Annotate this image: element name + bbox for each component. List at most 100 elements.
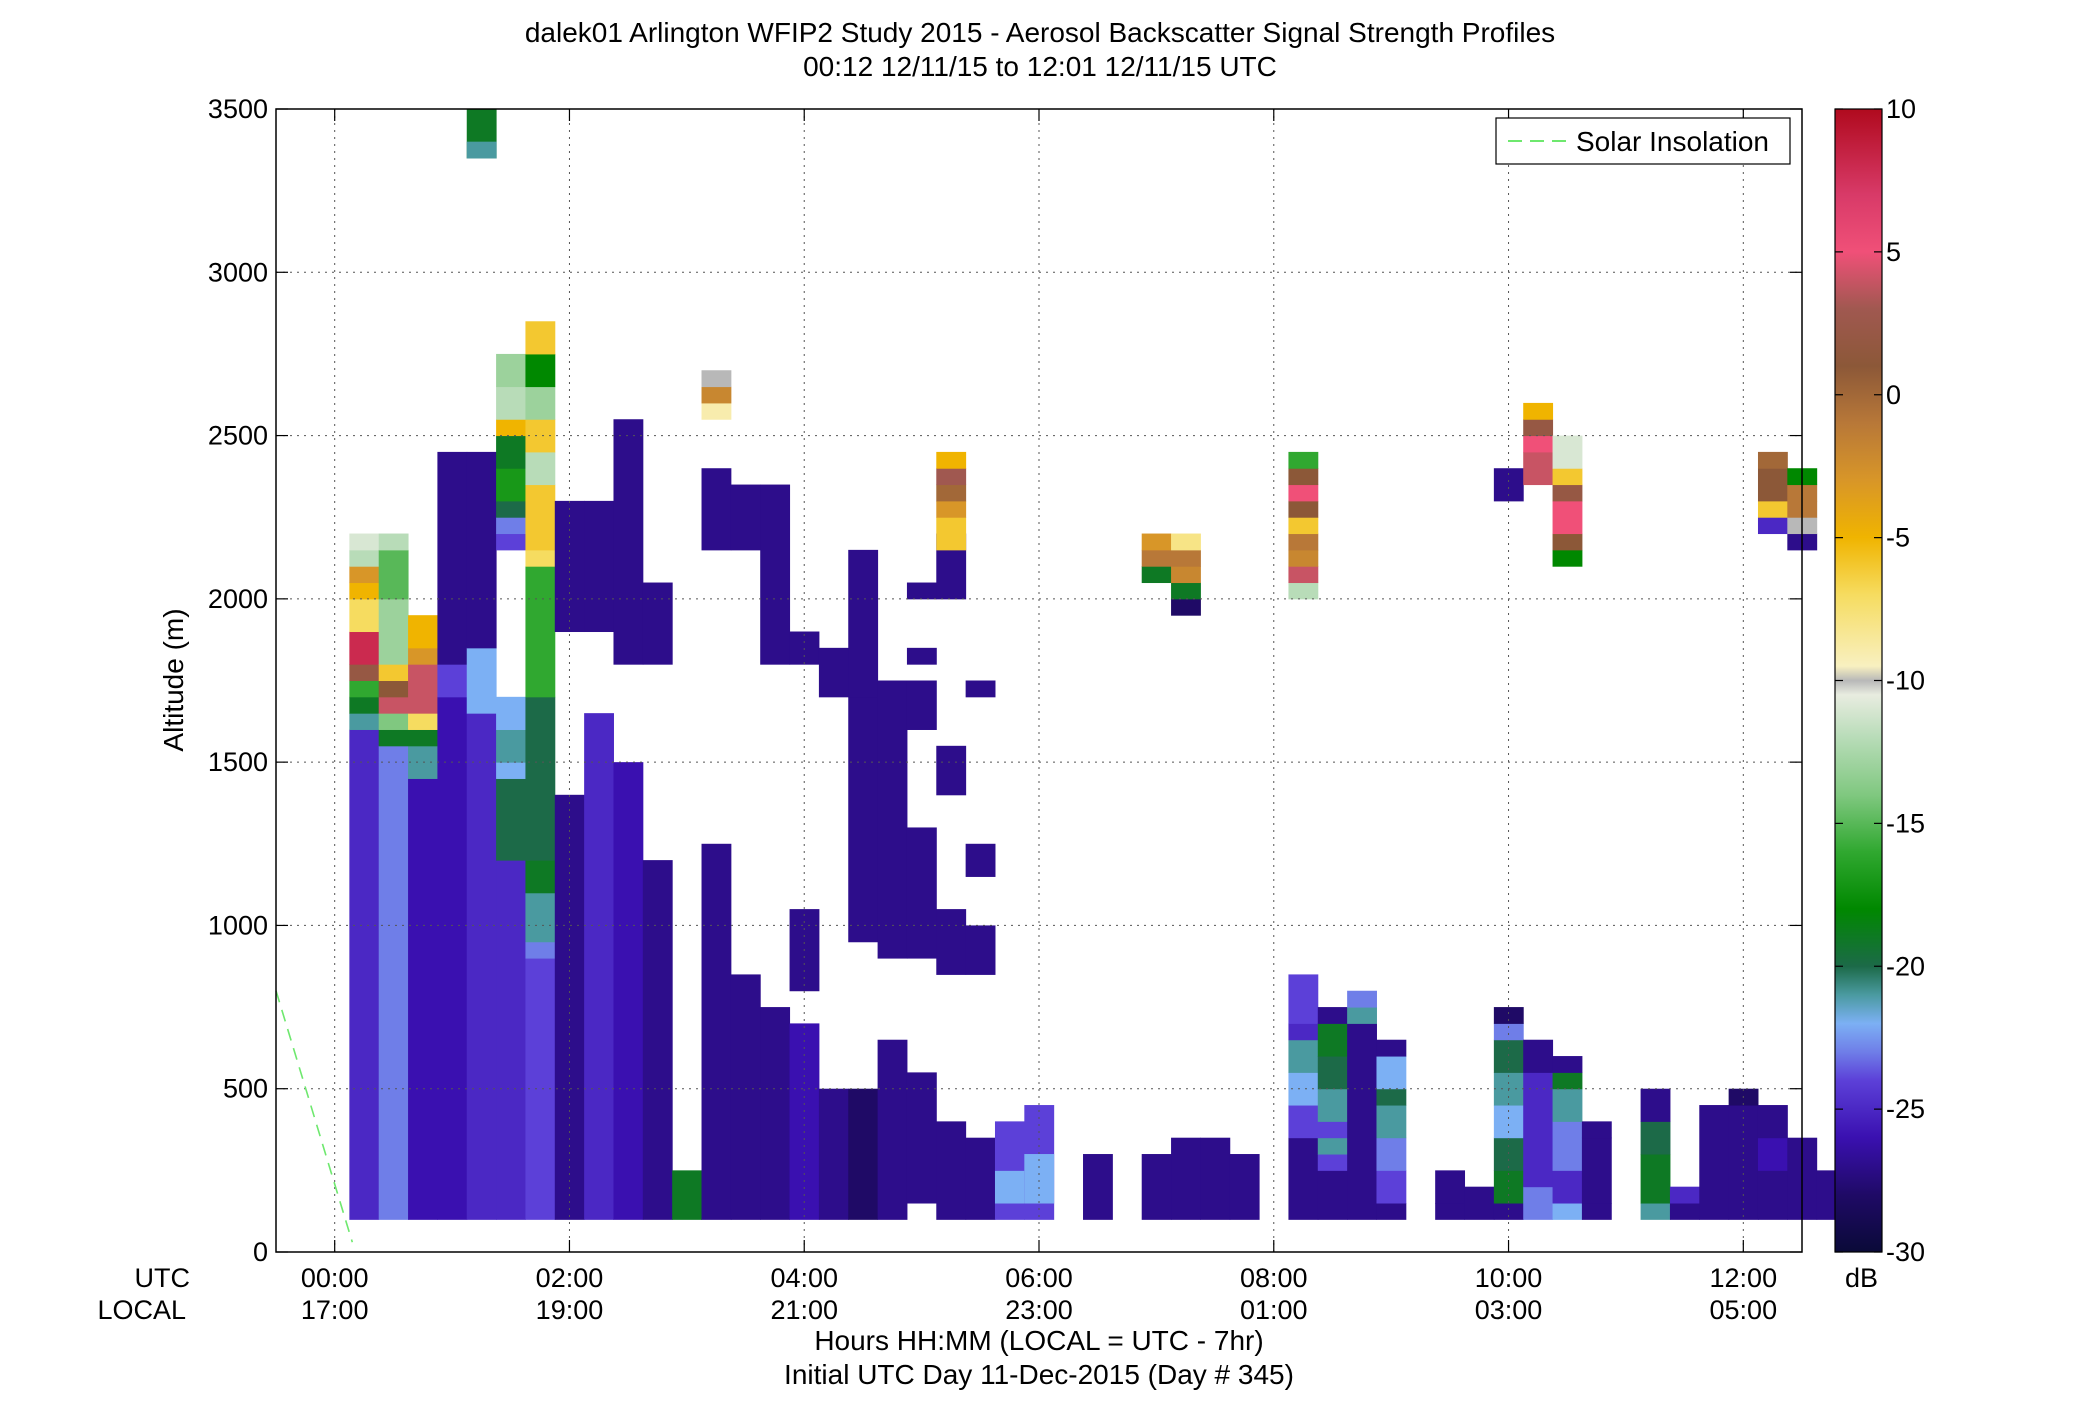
heatmap-cell (1640, 1121, 1671, 1155)
heatmap-cell (965, 1137, 996, 1220)
heatmap-cell (936, 517, 967, 551)
heatmap-cell (496, 353, 526, 388)
heatmap-cell (1757, 1105, 1788, 1139)
heatmap-cell (936, 1121, 967, 1220)
heatmap-cell (1523, 419, 1554, 437)
x-tick-label-utc: 00:00 (301, 1263, 369, 1293)
heatmap-cell (1552, 435, 1583, 469)
heatmap-cell (1493, 1137, 1524, 1171)
x-tick-label-utc: 10:00 (1475, 1263, 1543, 1293)
heatmap-cell (1640, 1154, 1671, 1204)
colorbar-tick-label: 5 (1886, 237, 1901, 267)
heatmap-cell (496, 696, 526, 730)
heatmap-cell (1757, 1137, 1788, 1171)
heatmap-cell (349, 631, 380, 665)
heatmap-cell (1171, 566, 1201, 584)
heatmap-cell (936, 500, 967, 518)
x-row-label-utc: UTC (135, 1263, 191, 1293)
heatmap-cell (1552, 1056, 1583, 1073)
heatmap-cell (1581, 1203, 1612, 1220)
x-row-label-local: LOCAL (97, 1295, 186, 1325)
heatmap-cell (1288, 500, 1319, 518)
heatmap-cell (525, 451, 556, 486)
heatmap-cell (1493, 1007, 1524, 1024)
heatmap-cell (349, 582, 380, 600)
heatmap-cell (466, 451, 497, 649)
heatmap-cell (1464, 1186, 1495, 1220)
heatmap-cell (730, 484, 761, 551)
heatmap-cell (525, 386, 556, 420)
x-tick-label-utc: 08:00 (1240, 1263, 1308, 1293)
heatmap-cell (1523, 451, 1554, 486)
heatmap-cell (994, 1203, 1025, 1220)
heatmap-cell (1552, 1170, 1583, 1204)
heatmap-cell (1581, 1137, 1612, 1204)
heatmap-cell (1024, 1154, 1055, 1204)
heatmap-cell (1317, 1170, 1348, 1220)
heatmap-cell (906, 582, 937, 600)
heatmap-cell (1523, 435, 1554, 453)
x-tick-label-utc: 06:00 (1005, 1263, 1073, 1293)
heatmap-cell (848, 549, 879, 698)
heatmap-cell (1141, 549, 1172, 567)
heatmap-cell (642, 860, 673, 1220)
heatmap-cell (1200, 1137, 1231, 1220)
heatmap-cell (378, 729, 409, 747)
heatmap-cell (378, 533, 409, 551)
heatmap-cell (1288, 1039, 1319, 1073)
heatmap-cell (378, 680, 409, 698)
heatmap-cell (1376, 1170, 1407, 1204)
y-tick-label: 3500 (208, 94, 268, 124)
heatmap-cell (1288, 582, 1319, 600)
heatmap-cell (1523, 1137, 1554, 1188)
heatmap-cell (1523, 402, 1554, 420)
heatmap-cell (1552, 1203, 1583, 1220)
y-tick-label: 500 (223, 1074, 268, 1104)
heatmap-cell (1552, 1121, 1583, 1171)
heatmap-cell (1288, 517, 1319, 535)
heatmap-cell (1288, 484, 1319, 502)
legend-box (1495, 117, 1791, 165)
heatmap-cell (496, 729, 526, 763)
heatmap-cell (1376, 1088, 1407, 1106)
heatmap-cell (1699, 1105, 1730, 1220)
heatmap-cell (378, 549, 409, 600)
heatmap-cell (613, 762, 644, 1220)
solar-insolation-line (275, 990, 354, 1243)
heatmap-cell (1493, 1170, 1524, 1204)
heatmap-cell (936, 484, 967, 502)
x-tick-label-utc: 12:00 (1710, 1263, 1778, 1293)
heatmap-cell (1317, 1121, 1348, 1139)
heatmap-cell (525, 566, 556, 698)
heatmap-cell (349, 664, 380, 681)
x-tick-label-local: 19:00 (536, 1295, 604, 1325)
heatmap-cell (1757, 500, 1788, 518)
heatmap-cell (496, 435, 526, 469)
heatmap-cell (1552, 1088, 1583, 1122)
heatmap-cell (525, 484, 556, 551)
heatmap-cell (906, 1072, 937, 1204)
heatmap-cell (1376, 1056, 1407, 1090)
heatmap-cell (1552, 500, 1583, 535)
heatmap-cell (349, 549, 380, 567)
heatmap-cell (1757, 451, 1788, 469)
heatmap-cell (496, 762, 526, 779)
heatmap-cell (349, 713, 380, 730)
heatmap-cell (701, 370, 732, 388)
colorbar-tick-label: -15 (1886, 808, 1925, 838)
legend: Solar Insolation (1495, 117, 1791, 165)
x-tick-label-local: 01:00 (1240, 1295, 1308, 1325)
y-tick-label: 1500 (208, 747, 268, 777)
heatmap-cell (936, 451, 967, 469)
heatmap-cell (760, 484, 791, 665)
colorbar-unit: dB (1845, 1263, 1878, 1293)
x-axis-label: Hours HH:MM (LOCAL = UTC - 7hr) (814, 1325, 1263, 1356)
heatmap-cell (818, 647, 849, 698)
chart-title: dalek01 Arlington WFIP2 Study 2015 - Aer… (525, 17, 1555, 48)
heatmap-cell (1288, 451, 1319, 469)
heatmap-cell (1317, 1088, 1348, 1122)
heatmap-cell (1493, 1023, 1524, 1041)
heatmap-cell (349, 729, 380, 1220)
heatmap-cell (1552, 549, 1583, 567)
